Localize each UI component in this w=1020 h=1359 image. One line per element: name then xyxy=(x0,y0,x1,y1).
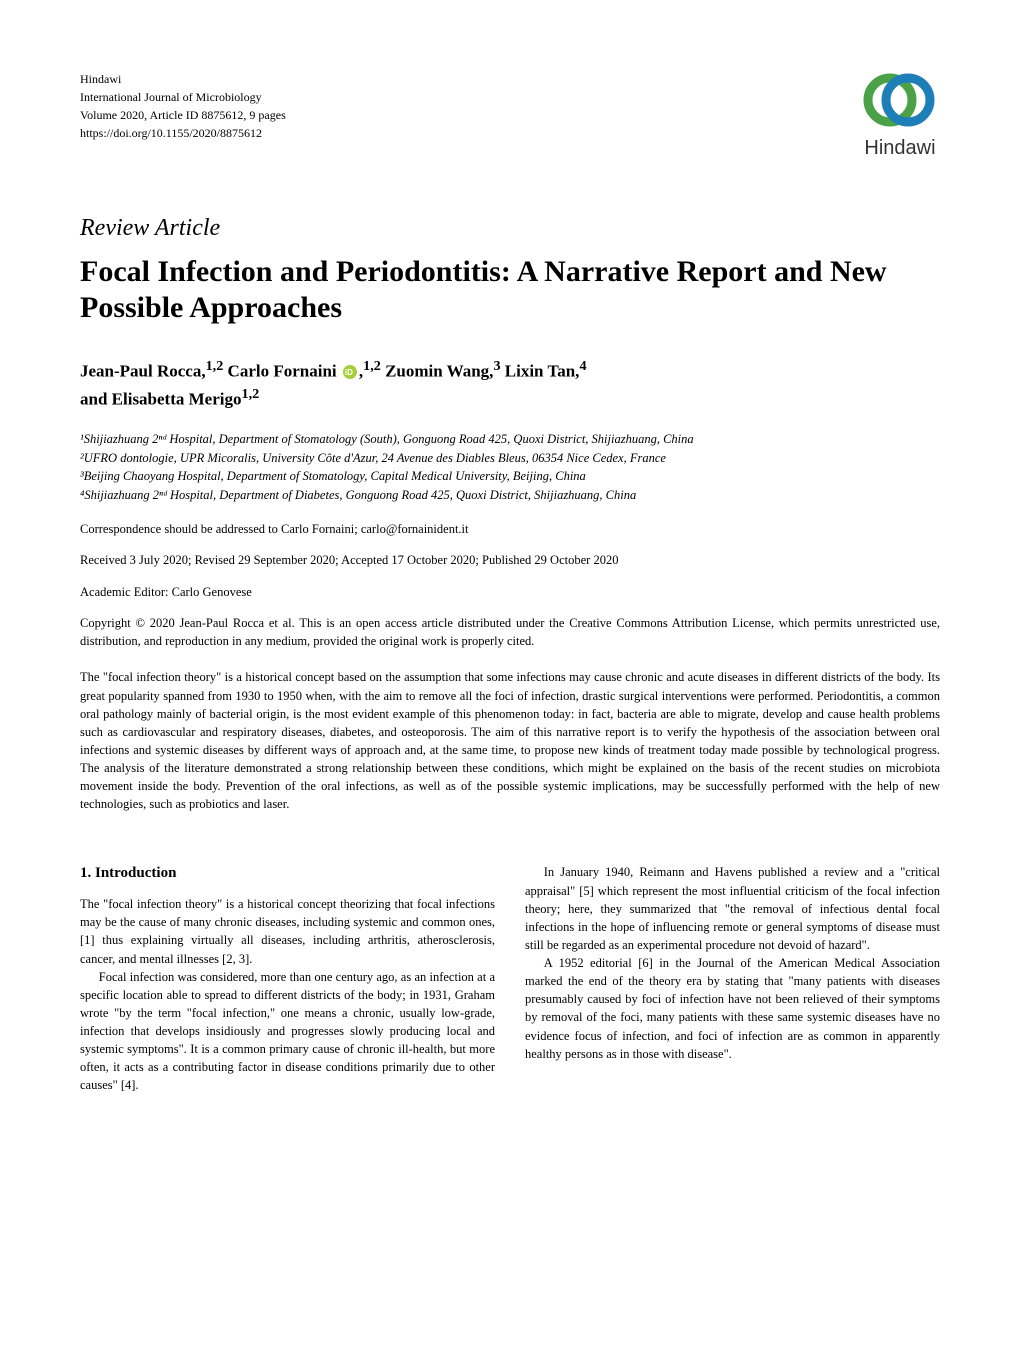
article-type: Review Article xyxy=(80,212,940,246)
doi-link[interactable]: https://doi.org/10.1155/2020/8875612 xyxy=(80,124,286,142)
journal-info: Hindawi International Journal of Microbi… xyxy=(80,70,286,142)
copyright-notice: Copyright © 2020 Jean-Paul Rocca et al. … xyxy=(80,615,940,650)
header-row: Hindawi International Journal of Microbi… xyxy=(80,70,940,162)
affiliations: ¹Shijiazhuang 2ⁿᵈ Hospital, Department o… xyxy=(80,430,940,505)
author-2: Carlo Fornaini xyxy=(228,361,337,380)
affiliation-1: ¹Shijiazhuang 2ⁿᵈ Hospital, Department o… xyxy=(80,430,940,449)
column-right: In January 1940, Reimann and Havens publ… xyxy=(525,863,940,1094)
publication-dates: Received 3 July 2020; Revised 29 Septemb… xyxy=(80,552,940,570)
article-title: Focal Infection and Periodontitis: A Nar… xyxy=(80,254,940,326)
publisher-logo: Hindawi xyxy=(860,70,940,162)
author-1-sup: 1,2 xyxy=(206,358,224,374)
journal-name: International Journal of Microbiology xyxy=(80,88,286,106)
orcid-icon[interactable] xyxy=(343,365,357,379)
correspondence: Correspondence should be addressed to Ca… xyxy=(80,521,940,539)
author-5-sup: 1,2 xyxy=(242,386,260,402)
logo-text: Hindawi xyxy=(860,134,940,162)
author-2-sup: 1,2 xyxy=(363,358,381,374)
column-left: 1. Introduction The "focal infection the… xyxy=(80,863,495,1094)
author-3: Zuomin Wang, xyxy=(385,361,493,380)
body-columns: 1. Introduction The "focal infection the… xyxy=(80,863,940,1094)
author-4-sup: 4 xyxy=(579,358,586,374)
hindawi-logo-icon xyxy=(860,70,940,130)
affiliation-4: ⁴Shijiazhuang 2ⁿᵈ Hospital, Department o… xyxy=(80,486,940,505)
affiliation-3: ³Beijing Chaoyang Hospital, Department o… xyxy=(80,467,940,486)
col2-para-2: A 1952 editorial [6] in the Journal of t… xyxy=(525,954,940,1063)
authors-list: Jean-Paul Rocca,1,2 Carlo Fornaini ,1,2 … xyxy=(80,356,940,412)
author-5: and Elisabetta Merigo xyxy=(80,389,242,408)
academic-editor: Academic Editor: Carlo Genovese xyxy=(80,584,940,602)
col2-para-1: In January 1940, Reimann and Havens publ… xyxy=(525,863,940,954)
author-1: Jean-Paul Rocca, xyxy=(80,361,206,380)
author-3-sup: 3 xyxy=(493,358,500,374)
volume-line: Volume 2020, Article ID 8875612, 9 pages xyxy=(80,106,286,124)
publisher-name: Hindawi xyxy=(80,70,286,88)
col1-para-2: Focal infection was considered, more tha… xyxy=(80,968,495,1095)
col1-para-1: The "focal infection theory" is a histor… xyxy=(80,895,495,968)
author-4: Lixin Tan, xyxy=(505,361,580,380)
section-1-heading: 1. Introduction xyxy=(80,863,495,885)
abstract: The "focal infection theory" is a histor… xyxy=(80,668,940,813)
affiliation-2: ²UFRO dontologie, UPR Micoralis, Univers… xyxy=(80,449,940,468)
